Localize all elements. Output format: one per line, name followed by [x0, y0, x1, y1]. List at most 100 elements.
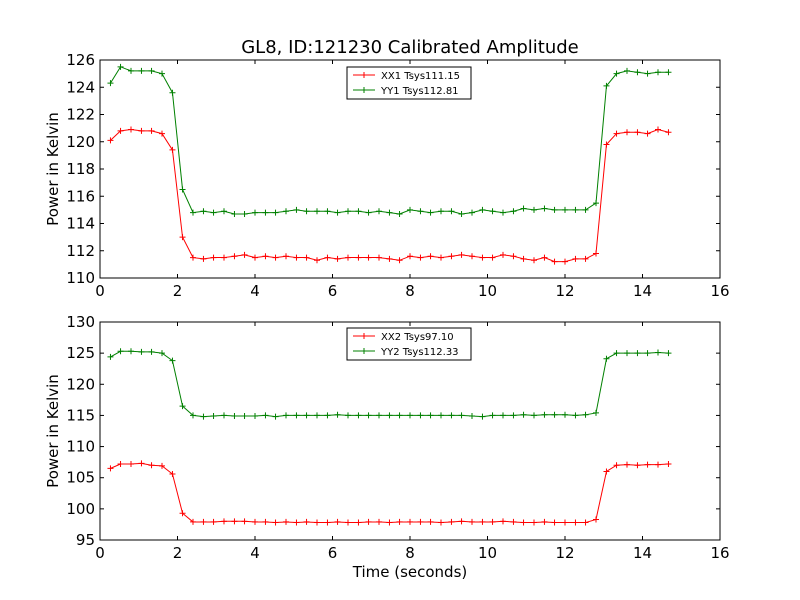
data-point — [314, 412, 320, 419]
legend-marker — [361, 72, 367, 78]
data-point — [231, 413, 238, 420]
data-point — [283, 412, 289, 419]
data-point — [241, 251, 248, 258]
data-point — [427, 412, 434, 419]
data-point — [593, 409, 599, 416]
data-point — [448, 253, 455, 260]
data-point — [365, 518, 372, 525]
data-point — [458, 518, 465, 525]
y-tick-label: 95 — [76, 531, 95, 549]
data-point — [314, 208, 320, 215]
data-point — [148, 462, 155, 469]
data-point — [562, 411, 568, 418]
data-point — [489, 518, 496, 525]
data-point — [407, 206, 413, 213]
data-point — [293, 519, 300, 526]
data-point — [365, 412, 372, 419]
x-tick-label: 14 — [633, 544, 652, 562]
data-point — [241, 518, 248, 525]
data-point — [324, 208, 331, 215]
legend-box — [346, 327, 472, 361]
top-plot: 0 2 4 6 8 10 12 14 16 110 112 114 116 118 120 122 124 126… — [44, 51, 730, 300]
data-point — [562, 519, 568, 526]
data-point — [665, 350, 672, 357]
data-point — [190, 254, 196, 261]
data-point — [479, 254, 486, 261]
data-point — [138, 348, 145, 355]
data-point — [386, 209, 393, 216]
data-point — [510, 518, 517, 525]
legend-label: YY2 Tsys112.33 — [380, 347, 459, 358]
data-point — [438, 208, 444, 215]
data-point — [210, 413, 217, 420]
data-point — [500, 412, 506, 419]
series-line — [110, 350, 669, 418]
data-point — [365, 254, 372, 261]
series-line — [110, 462, 669, 524]
data-point — [438, 254, 444, 261]
series-line — [110, 128, 669, 263]
data-point — [283, 253, 289, 260]
y-tick-label: 120 — [66, 375, 95, 393]
data-point — [252, 254, 258, 261]
data-point — [458, 412, 465, 419]
data-point — [448, 412, 455, 419]
data-point — [138, 67, 145, 74]
data-point — [396, 518, 403, 525]
data-point — [407, 518, 413, 525]
data-point — [448, 208, 455, 215]
data-point — [314, 257, 320, 264]
y-tick-label: 125 — [66, 344, 95, 362]
x-tick-label: 4 — [250, 282, 260, 300]
data-point — [479, 518, 486, 525]
legend: XX2 Tsys97.10 YY2 Tsys112.33 — [346, 327, 472, 361]
data-point — [262, 412, 269, 419]
legend-label: XX2 Tsys97.10 — [381, 332, 454, 343]
data-point — [520, 519, 527, 526]
data-point — [572, 412, 579, 419]
y-axis-label: Power in Kelvin — [44, 374, 62, 488]
data-point — [148, 67, 155, 74]
data-point — [283, 518, 289, 525]
data-point — [624, 67, 630, 74]
data-point — [293, 254, 300, 261]
x-tick-label: 4 — [250, 544, 260, 562]
y-tick-label: 110 — [66, 438, 95, 456]
data-point — [159, 130, 165, 137]
data-point — [417, 254, 424, 261]
data-point — [303, 412, 310, 419]
x-axis-label: Time (seconds) — [352, 563, 468, 581]
data-point — [541, 254, 548, 261]
data-point — [634, 129, 641, 136]
data-point — [272, 209, 279, 216]
data-point — [262, 518, 269, 525]
data-point — [169, 357, 176, 364]
data-point — [655, 461, 661, 468]
data-point — [572, 519, 579, 526]
data-point — [572, 206, 579, 213]
y-tick-label: 114 — [66, 215, 95, 233]
data-point — [644, 130, 651, 137]
x-tick-label: 8 — [405, 544, 415, 562]
data-point — [510, 208, 517, 215]
data-point — [665, 461, 672, 468]
data-point — [582, 206, 589, 213]
data-point — [314, 519, 320, 526]
data-point — [665, 129, 672, 136]
data-point — [221, 412, 227, 419]
x-tick-label: 16 — [710, 282, 729, 300]
data-point — [572, 255, 579, 262]
data-point — [386, 519, 393, 526]
data-point — [562, 258, 568, 265]
data-point — [324, 519, 331, 526]
data-point — [551, 519, 558, 526]
data-point — [376, 518, 382, 525]
data-point — [200, 413, 207, 420]
x-tick-label: 0 — [95, 544, 105, 562]
data-point — [489, 208, 496, 215]
y-tick-label: 124 — [66, 78, 95, 96]
data-point — [159, 462, 165, 469]
y-tick-label: 112 — [66, 242, 95, 260]
legend-marker — [361, 87, 367, 93]
data-point — [479, 206, 486, 213]
